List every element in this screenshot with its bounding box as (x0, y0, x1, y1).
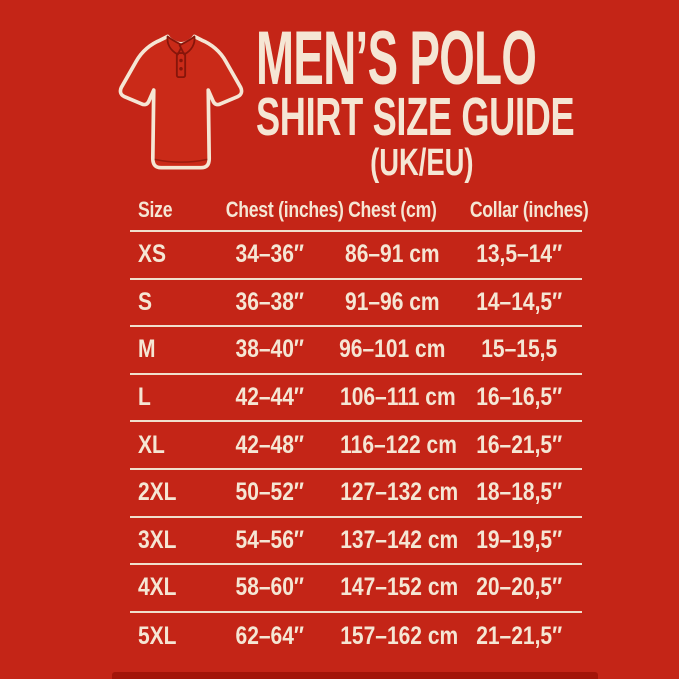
chest-cm-value: 127–132 cm (340, 478, 459, 507)
polo-shirt-icon (114, 28, 248, 178)
collar-inches-value: 16–21,5″ (475, 430, 562, 459)
size-value: 4XL (138, 573, 177, 602)
collar-inches-value: 20–20,5″ (475, 573, 562, 602)
chest-inches-value: 34–36″ (235, 240, 305, 269)
page-title-line1: MEN’S POLO (256, 16, 537, 101)
table-row: 2XL 50–52″ 127–132 cm 18–18,5″ (130, 470, 582, 518)
collar-inches-value: 13,5–14″ (475, 240, 562, 269)
header: MEN’S POLO SHIRT SIZE GUIDE (UK/EU) (256, 16, 588, 184)
column-header-size: Size (138, 197, 173, 222)
chest-cm-value: 86–91 cm (344, 240, 440, 269)
size-value: XS (138, 240, 167, 269)
table-row: M 38–40″ 96–101 cm 15–15,5 (130, 327, 582, 375)
chest-inches-value: 38–40″ (235, 335, 305, 364)
size-table: Size Chest (inches) Chest (cm) Collar (i… (130, 190, 589, 661)
size-value: XL (138, 430, 165, 459)
size-value: S (138, 287, 153, 316)
table-row: XS 34–36″ 86–91 cm 13,5–14″ (130, 232, 582, 280)
size-value: M (138, 335, 156, 364)
chest-inches-value: 42–48″ (235, 430, 305, 459)
collar-inches-value: 18–18,5″ (475, 478, 562, 507)
table-row: 5XL 62–64″ 157–162 cm 21–21,5″ (130, 613, 582, 661)
table-header-row: Size Chest (inches) Chest (cm) Collar (i… (130, 190, 589, 232)
chest-inches-value: 36–38″ (235, 287, 305, 316)
column-header-chest-inches: Chest (inches) (226, 197, 345, 222)
chest-cm-value: 116–122 cm (339, 430, 457, 459)
collar-inches-value: 14–14,5″ (475, 287, 562, 316)
size-value: L (138, 383, 151, 412)
chest-cm-value: 157–162 cm (340, 622, 459, 651)
page-subtitle: (UK/EU) (370, 142, 474, 184)
chest-cm-value: 91–96 cm (344, 287, 440, 316)
chest-inches-value: 50–52″ (235, 478, 305, 507)
polo-shirt-svg (118, 34, 244, 170)
table-row: 4XL 58–60″ 147–152 cm 20–20,5″ (130, 565, 582, 613)
collar-inches-value: 16–16,5″ (475, 383, 562, 412)
chest-inches-value: 62–64″ (235, 622, 305, 651)
bottom-partial-bar (112, 672, 598, 679)
size-value: 5XL (138, 622, 177, 651)
chest-cm-value: 96–101 cm (339, 335, 446, 364)
collar-inches-value: 19–19,5″ (475, 525, 562, 554)
table-row: L 42–44″ 106–111 cm 16–16,5″ (130, 375, 582, 423)
size-value: 2XL (138, 478, 177, 507)
chest-inches-value: 58–60″ (235, 573, 305, 602)
table-row: S 36–38″ 91–96 cm 14–14,5″ (130, 280, 582, 328)
size-value: 3XL (138, 525, 177, 554)
chest-cm-value: 147–152 cm (340, 573, 459, 602)
column-header-chest-cm: Chest (cm) (347, 197, 437, 222)
chest-cm-value: 137–142 cm (340, 525, 459, 554)
page-title-line2: SHIRT SIZE GUIDE (256, 87, 575, 147)
chest-cm-value: 106–111 cm (339, 383, 456, 412)
collar-inches-value: 21–21,5″ (475, 622, 562, 651)
chest-inches-value: 54–56″ (235, 525, 305, 554)
collar-inches-value: 15–15,5 (480, 335, 557, 364)
chest-inches-value: 42–44″ (235, 383, 305, 412)
table-row: 3XL 54–56″ 137–142 cm 19–19,5″ (130, 518, 582, 566)
column-header-collar-inches: Collar (inches) (470, 197, 589, 222)
table-row: XL 42–48″ 116–122 cm 16–21,5″ (130, 422, 582, 470)
